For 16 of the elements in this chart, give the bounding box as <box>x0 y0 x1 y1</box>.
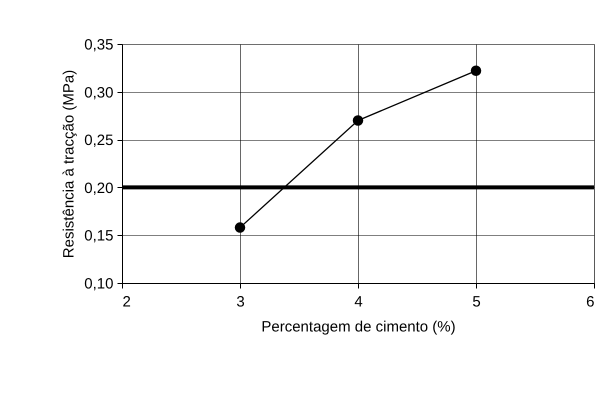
point <box>470 66 482 76</box>
y-tick-label: 0,15 <box>84 228 114 245</box>
x-tick-label: 2 <box>122 294 131 310</box>
point <box>234 222 246 233</box>
x-tick-label: 3 <box>236 294 245 310</box>
x-axis-title: Percentagem de cimento (%) <box>261 318 456 336</box>
point <box>352 115 364 126</box>
x-tick-label: 6 <box>586 294 594 310</box>
y-tick-label: 0,25 <box>84 132 114 150</box>
y-tick-label: 0,35 <box>84 36 114 54</box>
y-tick-label: 0,30 <box>84 84 114 102</box>
y-tick-label: 0,10 <box>84 276 114 292</box>
x-tick-label: 5 <box>472 294 481 310</box>
y-axis-title: Resistência à tracção (MPa) <box>60 70 78 258</box>
y-tick-label: 0,20 <box>84 180 114 197</box>
x-tick-label: 4 <box>354 294 363 310</box>
